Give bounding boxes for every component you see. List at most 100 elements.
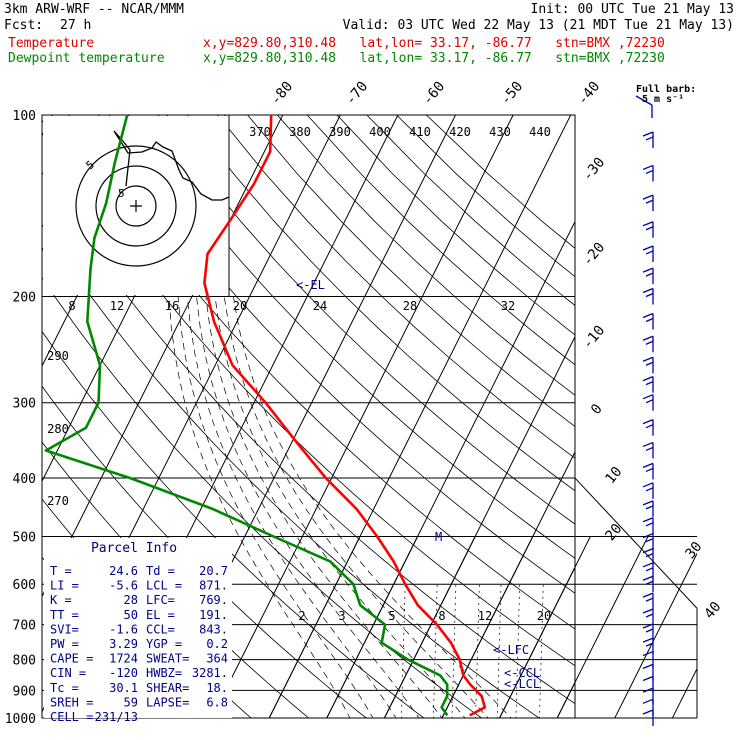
dry-adiabat xyxy=(187,115,575,492)
wind-barb xyxy=(642,394,654,411)
mixing-ratio-label: 8 xyxy=(438,609,445,623)
parcel-info-title: Parcel Info xyxy=(91,541,177,556)
temperature-legend: Temperature xyxy=(8,36,95,51)
wind-barb xyxy=(642,592,654,610)
svg-text:1724: 1724 xyxy=(109,652,138,666)
mixing-ratio-line xyxy=(433,584,438,718)
mixing-ratio-label: 12 xyxy=(478,609,492,623)
temperature-tick-label: -80 xyxy=(268,79,297,109)
temperature-tick-label: 10 xyxy=(602,464,625,487)
forecast-label: Fcst: xyxy=(4,18,44,33)
isotherm-lower xyxy=(499,537,591,718)
dry-adiabat xyxy=(276,115,575,396)
theta-label: 410 xyxy=(409,125,431,139)
speed-label: 28 xyxy=(403,299,417,313)
isotherm-lower xyxy=(441,537,534,718)
wind-barb xyxy=(642,533,654,550)
dry-adiabat xyxy=(426,115,575,249)
pressure-tick-label: 600 xyxy=(13,578,36,593)
svg-text:-120: -120 xyxy=(109,666,138,680)
pressure-tick-label: 700 xyxy=(13,619,36,634)
temperature-location: x,y=829.80,310.48 lat,lon= 33.17, -86.77… xyxy=(203,36,665,51)
theta-label-lower: 290 xyxy=(47,349,69,363)
dry-adiabat xyxy=(217,115,575,459)
svg-text:PW =: PW = xyxy=(50,637,79,651)
wind-barb xyxy=(642,267,654,285)
moist-adiabat xyxy=(196,296,420,718)
theta-label: 440 xyxy=(529,125,551,139)
dry-adiabat xyxy=(306,115,575,366)
svg-text:20.7: 20.7 xyxy=(199,564,228,578)
parcel-info-row: CAPE = 1724 SWEAT= 364 xyxy=(50,652,228,666)
moist-adiabat xyxy=(205,296,443,718)
dry-adiabat xyxy=(68,115,575,630)
forecast-hour: 27 h xyxy=(60,18,92,33)
wind-barb xyxy=(642,517,654,534)
wind-barb xyxy=(642,637,654,655)
dry-adiabat xyxy=(42,276,483,718)
level-marker: <-EL xyxy=(296,278,325,292)
mixing-ratio-line xyxy=(515,584,521,718)
dry-adiabat xyxy=(98,115,575,594)
parcel-info-row: TT = 50 EL = 191. xyxy=(50,608,228,622)
svg-text:HWBZ=: HWBZ= xyxy=(146,666,182,680)
dry-adiabat xyxy=(336,115,575,336)
level-marker: <-CCL xyxy=(504,666,540,680)
isotherm-lower xyxy=(671,667,697,718)
pressure-tick-label: 100 xyxy=(13,109,36,124)
wind-barb xyxy=(642,164,654,182)
temperature-tick-label: 30 xyxy=(682,539,705,562)
mixing-ratio-label: 20 xyxy=(537,609,551,623)
svg-text:0.2: 0.2 xyxy=(206,637,228,651)
svg-text:3.29: 3.29 xyxy=(109,637,138,651)
isotherm-lower xyxy=(614,552,697,718)
theta-label: 430 xyxy=(489,125,511,139)
hodograph-ring xyxy=(115,185,157,227)
wind-barb xyxy=(642,562,654,579)
dewpoint-location: x,y=829.80,310.48 lat,lon= 33.17, -86.77… xyxy=(203,51,665,66)
svg-text:769.: 769. xyxy=(199,593,228,607)
svg-text:K =: K = xyxy=(50,593,72,607)
svg-text:EL =: EL = xyxy=(146,608,175,622)
svg-text:28: 28 xyxy=(124,593,138,607)
isotherm xyxy=(608,115,740,731)
dry-adiabat xyxy=(247,115,575,427)
wind-barb xyxy=(642,194,654,212)
wind-barb xyxy=(642,419,654,436)
pressure-tick-label: 300 xyxy=(13,397,36,412)
wind-barb xyxy=(642,500,654,517)
lower-diagonal-edge xyxy=(574,477,698,609)
parcel-info-row: SREH = 59 LAPSE= 6.8 xyxy=(50,695,228,709)
temperature-tick-label: -20 xyxy=(580,240,609,270)
model-title: 3km ARW-WRF -- NCAR/MMM xyxy=(4,2,185,17)
dewpoint-trace xyxy=(44,114,449,717)
svg-text:Td =: Td = xyxy=(146,564,175,578)
wind-barb xyxy=(642,356,654,374)
pressure-tick-label: 1000 xyxy=(5,712,36,727)
temperature-tick-label: -10 xyxy=(580,323,609,353)
svg-text:18.: 18. xyxy=(206,681,228,695)
svg-text:SHEAR=: SHEAR= xyxy=(146,681,189,695)
dry-adiabat xyxy=(157,115,575,525)
svg-text:CIN =: CIN = xyxy=(50,666,86,680)
wind-barb xyxy=(642,548,654,565)
hodograph-ring xyxy=(95,165,177,247)
moist-adiabat xyxy=(223,296,489,718)
temperature-tick-label: -50 xyxy=(498,79,527,109)
mixing-ratio-line xyxy=(496,584,502,718)
svg-text:CELL =: CELL = xyxy=(50,710,93,724)
svg-text:24.6: 24.6 xyxy=(109,564,138,578)
wind-barb xyxy=(642,462,654,480)
svg-text:-5.6: -5.6 xyxy=(109,579,138,593)
temperature-tick-label: 40 xyxy=(701,599,724,622)
barb-legend-title: Full barb: xyxy=(636,84,697,95)
svg-text:843.: 843. xyxy=(199,622,228,636)
speed-label: 20 xyxy=(233,299,247,313)
temperature-trace xyxy=(203,114,487,717)
isotherm xyxy=(211,115,514,718)
dry-adiabat xyxy=(42,330,425,718)
moist-adiabat xyxy=(177,296,374,718)
parcel-info-box: Parcel Info T = 24.6 Td = 20.7 LI = -5.6 LCL = 8… xyxy=(44,538,232,724)
temperature-tick-label: 0 xyxy=(588,401,606,418)
svg-text:-1.6: -1.6 xyxy=(109,622,138,636)
